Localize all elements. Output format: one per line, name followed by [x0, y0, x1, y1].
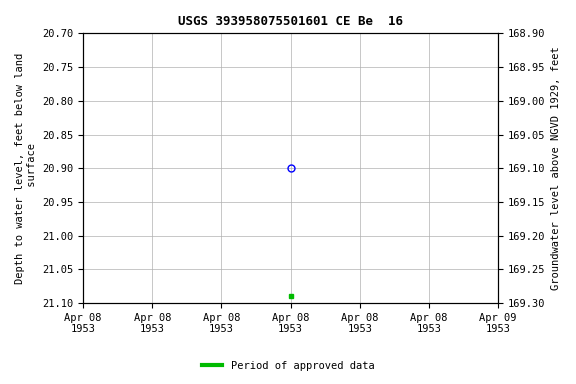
Y-axis label: Depth to water level, feet below land
 surface: Depth to water level, feet below land su…	[15, 53, 37, 284]
Y-axis label: Groundwater level above NGVD 1929, feet: Groundwater level above NGVD 1929, feet	[551, 46, 561, 290]
Title: USGS 393958075501601 CE Be  16: USGS 393958075501601 CE Be 16	[178, 15, 403, 28]
Legend: Period of approved data: Period of approved data	[198, 357, 378, 375]
